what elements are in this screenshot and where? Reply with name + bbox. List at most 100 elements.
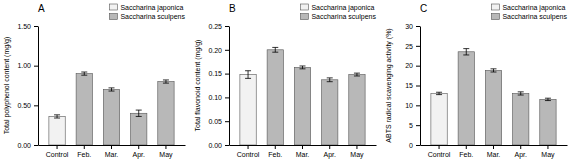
x-tick-mark [248,145,249,149]
legend-label: Saccharina japonica [311,4,374,12]
legend-swatch [300,4,308,10]
y-tick: 25 [405,43,420,50]
x-tick: Feb. [77,145,91,158]
bar [103,89,119,145]
y-tick-mark [225,74,229,75]
bar [431,93,447,145]
bar [158,82,174,145]
bar [240,75,256,145]
x-tick: May [541,145,555,159]
y-tick: 0.15 [208,70,229,77]
bar [513,93,529,145]
legend-item: Saccharina japonica [300,4,374,12]
y-axis-line [229,27,230,146]
y-axis-title: Total flavonoid content (mg/g) [194,40,202,132]
x-tick-mark [84,145,85,149]
x-tick-label: Apr. [132,151,145,159]
y-tick-label: 5 [409,122,413,129]
x-tick: Mar. [105,145,119,158]
x-axis: Control Feb. Mar. Apr. May [39,145,186,159]
y-axis-line [38,27,39,146]
x-tick-label: Mar. [487,151,501,158]
legend-item: Saccharina sculpens [109,13,185,21]
y-tick-mark [225,26,229,27]
legend-item: Saccharina japonica [109,4,183,12]
x-tick-label: Feb. [77,151,91,158]
y-tick-label: 30 [405,23,413,30]
y-tick-mark [416,66,420,67]
y-tick: 0.00 [208,142,229,149]
x-tick: Control [46,145,69,158]
y-tick-mark [225,145,229,146]
x-tick-mark [466,145,467,149]
y-tick: 0.10 [208,94,229,101]
y-axis: 0.000.501.001.50 [17,23,38,149]
bar [485,70,501,145]
y-tick: 1.00 [17,62,38,69]
marks [240,47,365,145]
y-tick-label: 0.00 [17,142,31,149]
legend: Saccharina japonicaSaccharina sculpens [109,4,185,22]
y-tick-mark [34,66,38,67]
x-tick-label: May [350,151,364,159]
legend-item: Saccharina sculpens [300,13,376,21]
y-tick-mark [225,50,229,51]
marks [431,49,556,145]
error-bar [163,80,169,83]
x-tick-mark [275,145,276,149]
y-tick-mark [416,125,420,126]
bar [49,116,65,145]
error-bar [272,47,278,52]
legend-label: Saccharina sculpens [120,13,185,21]
y-tick: 0.20 [208,47,229,54]
legend-label: Saccharina sculpens [502,13,567,21]
x-tick-label: Control [46,151,69,158]
y-tick-label: 15 [405,82,413,89]
legend-label: Saccharina japonica [502,4,565,12]
error-bar [300,66,306,69]
x-tick-label: Feb. [268,151,282,158]
panel: 0.000.501.001.50ControlFeb.Mar.Apr.MayTo… [3,3,186,159]
error-bar [545,98,551,100]
y-tick-mark [416,145,420,146]
x-tick-mark [329,145,330,149]
error-bar [463,49,469,55]
y-tick: 15 [405,82,420,89]
error-bar [54,115,60,118]
error-bar [327,78,333,82]
x-tick-label: May [159,151,173,159]
error-bar [245,71,251,79]
y-tick-mark [416,46,420,47]
y-tick-label: 0.05 [208,118,222,125]
y-tick-label: 0.00 [208,142,222,149]
y-tick: 0.25 [208,23,229,30]
legend-label: Saccharina sculpens [311,13,376,21]
y-axis-title: Total polyphenol content (mg/g) [3,37,11,135]
legend: Saccharina japonicaSaccharina sculpens [491,4,567,22]
y-tick: 1.50 [17,23,38,30]
x-tick-label: Feb. [459,151,473,158]
x-tick-mark [111,145,112,149]
x-tick-label: Mar. [105,151,119,158]
y-tick-label: 0.10 [208,94,222,101]
legend-swatch [491,14,499,20]
bar [540,99,556,145]
legend-swatch [491,4,499,10]
bar [131,113,147,145]
x-tick-mark [57,145,58,149]
y-tick-mark [34,105,38,106]
x-tick: May [159,145,173,159]
x-tick-label: Apr. [514,151,527,159]
bar [267,50,283,145]
y-tick-mark [225,97,229,98]
x-axis: ControlFeb.Mar.Apr.May [421,145,568,159]
x-tick-mark [356,145,357,149]
y-tick-label: 0 [409,142,413,149]
panel-label: B [229,3,236,14]
x-tick-mark [165,145,166,149]
x-tick: Apr. [132,145,145,159]
error-bar [81,72,87,75]
y-tick-mark [225,121,229,122]
x-tick-label: Apr. [323,151,336,159]
y-tick: 20 [405,62,420,69]
